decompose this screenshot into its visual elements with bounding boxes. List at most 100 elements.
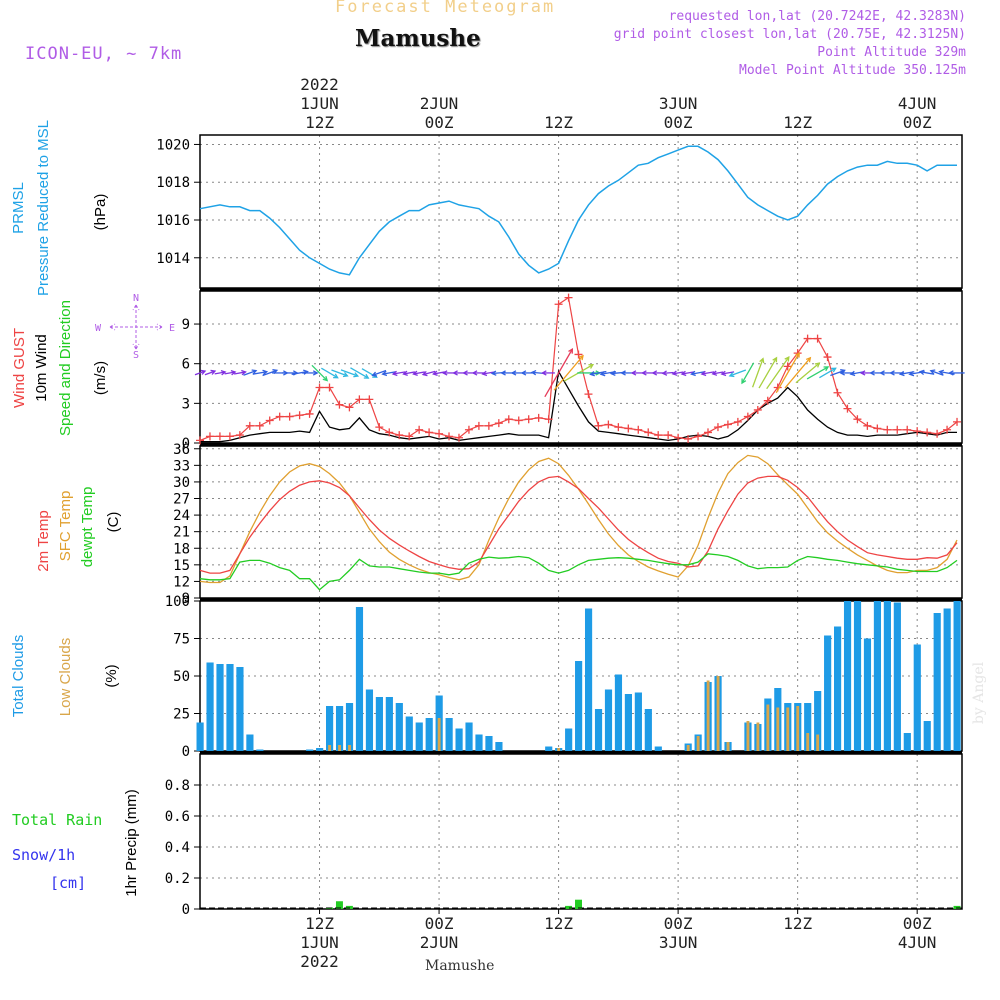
wind-arrow-head	[879, 370, 885, 376]
wind-arrow-head	[322, 376, 329, 382]
total-cloud-bar	[246, 734, 254, 751]
wind-arrow-shaft	[819, 367, 836, 379]
gust-marker	[464, 425, 473, 434]
wind-arrow-head	[671, 370, 678, 376]
wind-direction-arrow	[350, 367, 370, 379]
wind-direction-arrow	[544, 347, 574, 398]
wind-direction-arrow	[243, 369, 258, 376]
gust-marker	[415, 425, 424, 434]
wind-arrow-head	[578, 354, 584, 361]
gust-marker	[604, 420, 613, 429]
compass-north: N	[133, 293, 139, 304]
bottom-time-label: 2022	[300, 952, 339, 971]
pressure-ytick-label: 1020	[156, 137, 190, 153]
total-cloud-bar	[814, 691, 822, 751]
gust-marker	[654, 431, 663, 440]
wind-direction-arrow	[918, 369, 935, 376]
low-cloud-bar	[766, 704, 770, 751]
wind-arrow-head	[421, 370, 428, 377]
wind-arrow-shaft	[775, 352, 800, 394]
top-time-label: 12Z	[305, 113, 334, 132]
top-time-label: 4JUN	[898, 94, 937, 113]
total-cloud-bar	[953, 601, 961, 751]
total-cloud-bar	[923, 721, 931, 751]
precip-ylabel: 1hr Precip (mm)	[123, 789, 140, 897]
wind-arrow-shaft	[712, 371, 724, 375]
wind-arrow-shaft	[234, 371, 246, 375]
gust-marker	[913, 427, 922, 436]
gust-marker	[634, 425, 643, 434]
wind-arrow-head	[589, 371, 595, 377]
gust-marker	[713, 423, 722, 432]
wind-direction-arrow	[806, 366, 830, 380]
wind-arrow-head	[918, 369, 925, 376]
low-cloud-bar	[806, 733, 810, 751]
top-time-label: 00Z	[903, 113, 932, 132]
total-cloud-bar	[913, 644, 921, 751]
wind-arrow-head	[720, 370, 727, 377]
wind-arrow-shaft	[224, 371, 236, 375]
gust-marker	[644, 428, 653, 437]
pressure-side-label: PRMSL	[10, 182, 27, 234]
wind-arrow-head	[889, 370, 895, 376]
gust-marker	[385, 428, 394, 437]
gust-marker	[753, 405, 762, 414]
wind-arrow-head	[530, 369, 537, 376]
total-cloud-bar	[425, 718, 433, 751]
wind-direction-arrow	[234, 369, 247, 376]
wind-arrow-head	[241, 369, 247, 376]
bottom-time-label: 00Z	[664, 914, 693, 933]
low-cloud-bar	[796, 706, 800, 751]
wind-arrow-head	[794, 351, 800, 358]
wind-arrow-shaft	[662, 371, 674, 375]
wind-arrow-shaft	[433, 371, 445, 375]
wind-direction-arrow	[741, 362, 755, 385]
wind-direction-arrow	[204, 369, 217, 376]
total-cloud-bar	[614, 674, 623, 751]
wind-direction-arrow	[371, 369, 387, 377]
wind-arrow-head	[312, 370, 319, 376]
gust-marker	[664, 431, 673, 440]
total-cloud-bar	[306, 749, 314, 751]
wind-arrow-shaft	[741, 362, 755, 384]
clouds-panel: 0 25 50 75 100	[165, 594, 963, 760]
total-cloud-bar	[365, 689, 374, 751]
wind-arrow-shaft	[830, 369, 845, 377]
wind-arrow-head	[759, 357, 765, 364]
bottom-time-label: 12Z	[305, 914, 334, 933]
low-cloud-bar	[756, 722, 760, 751]
pressure-panel: 1014 1016 1018 1020	[156, 134, 963, 289]
compass-west: W	[95, 323, 102, 334]
wind-arrow-head	[500, 370, 506, 376]
wind-arrow-head	[700, 370, 707, 377]
pressure-line	[199, 145, 957, 276]
gust-side-label: Wind GUST	[11, 328, 28, 408]
wind-direction-arrow	[784, 356, 812, 389]
clouds-ytick-label: 75	[173, 632, 190, 648]
total-cloud-bar	[465, 722, 473, 751]
wind-direction-arrow	[728, 369, 747, 378]
total-cloud-bar	[316, 748, 324, 751]
precip-ytick-label: 0.8	[165, 778, 190, 794]
gust-marker	[484, 421, 493, 430]
wind-direction-arrow	[671, 370, 684, 376]
low-cloud-bar	[816, 734, 820, 751]
total-cloud-bar	[445, 718, 453, 751]
clouds-ytick-label: 100	[165, 594, 190, 610]
gust-marker	[853, 415, 862, 424]
wind-arrow-head	[363, 373, 370, 379]
bottom-time-label: 2JUN	[420, 933, 459, 952]
wind-arrow-head	[588, 363, 595, 369]
gust-marker	[584, 390, 593, 399]
gust-marker	[285, 412, 294, 421]
wind-arrow-head	[462, 370, 468, 376]
wind-arrow-head	[938, 369, 945, 375]
low-cloud-bar	[348, 745, 351, 751]
wind-arrow-head	[490, 370, 497, 376]
wind-direction-arrow	[381, 370, 396, 377]
wind-direction-arrow	[929, 369, 944, 376]
gust-marker	[335, 400, 344, 409]
precip-ytick-label: 0	[182, 902, 190, 918]
temperature-ytick-label: 24	[173, 508, 190, 524]
clouds-ylabel: (%)	[103, 664, 120, 687]
